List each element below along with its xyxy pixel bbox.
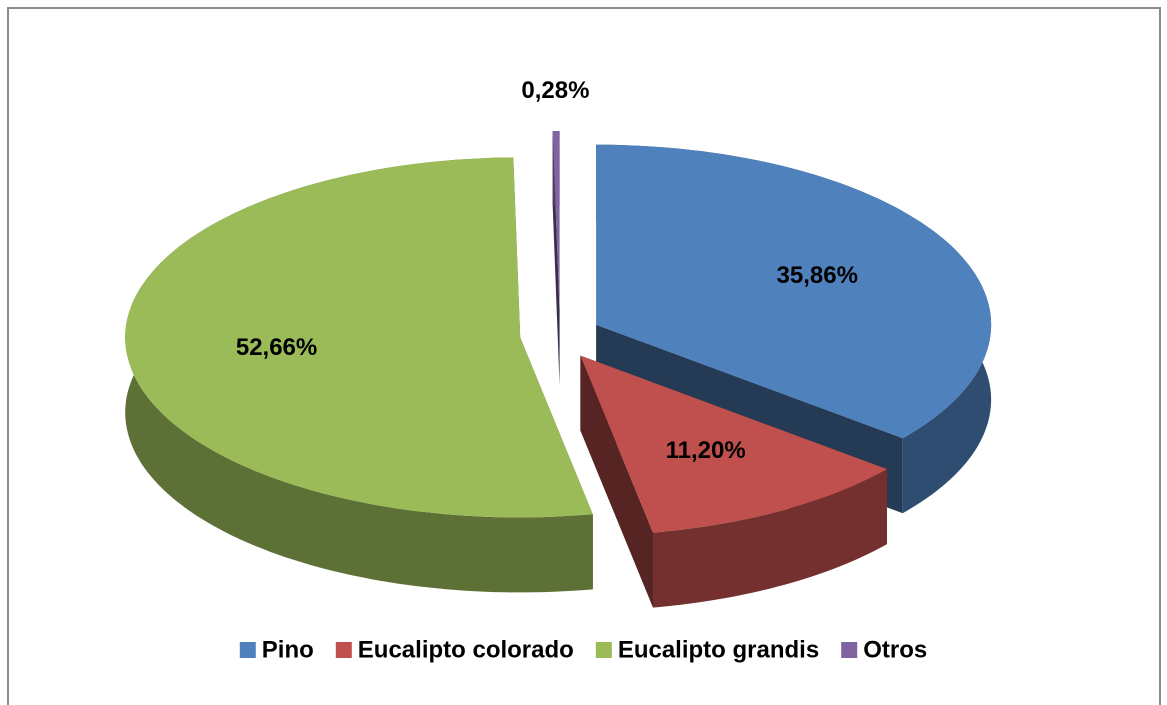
slice-wall bbox=[580, 355, 653, 608]
slice bbox=[580, 355, 887, 533]
slice bbox=[552, 131, 560, 311]
legend: Pino Eucalipto colorado Eucalipto grandis O… bbox=[239, 636, 927, 663]
legend-swatch bbox=[595, 642, 612, 658]
slice-tops bbox=[125, 131, 992, 533]
legend-swatch bbox=[335, 642, 352, 658]
legend-label: Eucalipto grandis bbox=[618, 636, 819, 663]
legend-label: Otros bbox=[863, 636, 927, 663]
legend-label: Pino bbox=[262, 636, 314, 663]
slice bbox=[125, 157, 593, 518]
slice-rim bbox=[653, 469, 887, 608]
legend-swatch bbox=[239, 642, 256, 658]
legend-swatch bbox=[841, 642, 858, 658]
slice bbox=[596, 144, 992, 439]
data-label: 11,20% bbox=[666, 437, 746, 464]
legend-label: Eucalipto colorado bbox=[358, 636, 574, 663]
data-label: 35,86% bbox=[777, 262, 858, 289]
data-label: 52,66% bbox=[236, 334, 317, 361]
data-label: 0,28% bbox=[521, 77, 589, 104]
